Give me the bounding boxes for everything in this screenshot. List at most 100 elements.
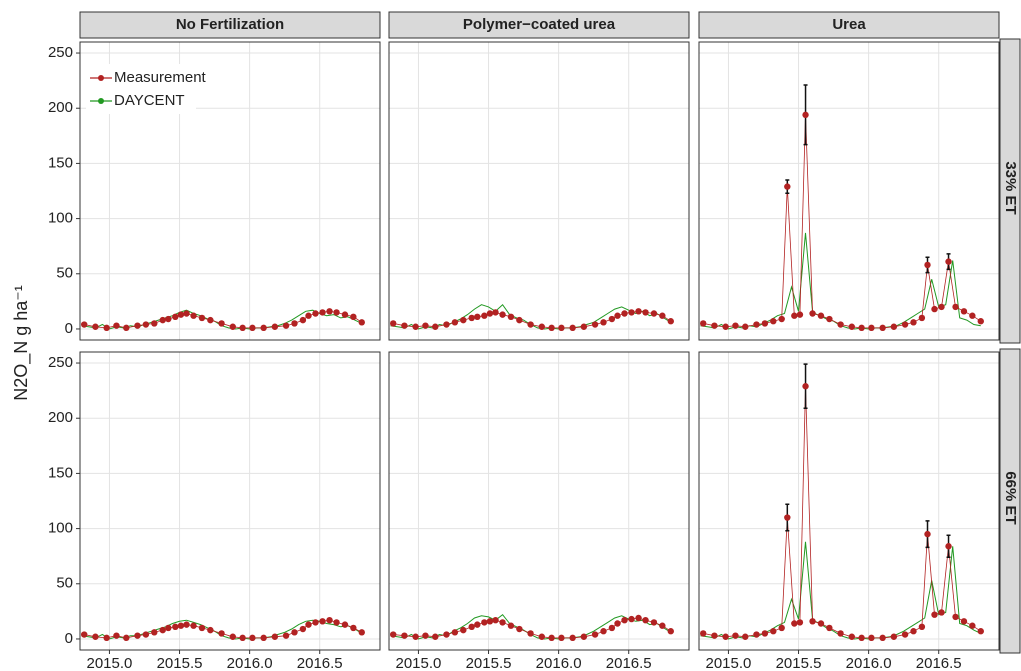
- measurement-point: [558, 324, 565, 332]
- measurement-point: [460, 316, 467, 324]
- measurement-point: [945, 258, 952, 265]
- y-tick-label: 100: [48, 210, 73, 227]
- measurement-point: [527, 321, 534, 328]
- measurement-point: [868, 324, 875, 332]
- measurement-point: [784, 514, 791, 521]
- measurement-point: [151, 629, 158, 636]
- measurement-point: [516, 316, 523, 324]
- measurement-point: [134, 632, 141, 639]
- measurement-point: [326, 617, 333, 624]
- measurement-point: [172, 623, 179, 631]
- measurement-point: [910, 628, 917, 635]
- measurement-point: [580, 323, 588, 330]
- measurement-point: [198, 314, 206, 322]
- measurement-point: [260, 324, 267, 332]
- measurement-point: [299, 316, 307, 324]
- panel-border: [79, 41, 381, 341]
- panel-background: [389, 42, 689, 340]
- legend-point: [98, 98, 104, 104]
- x-tick-label: 2016.0: [846, 655, 892, 671]
- measurement-point: [312, 310, 319, 317]
- measurement-point: [103, 324, 110, 332]
- measurement-point: [507, 313, 515, 321]
- measurement-point: [770, 318, 777, 325]
- measurement-point: [239, 324, 246, 332]
- measurement-point: [333, 309, 340, 316]
- measurement-point: [319, 309, 326, 316]
- measurement-point: [809, 618, 816, 625]
- measurement-point: [614, 312, 621, 319]
- measurement-point: [722, 323, 729, 330]
- measurement-point: [239, 634, 246, 642]
- measurement-point: [422, 632, 429, 639]
- measurement-point: [952, 303, 959, 311]
- measurement-point: [753, 631, 760, 638]
- measurement-point: [177, 311, 185, 318]
- measurement-point: [260, 634, 267, 642]
- measurement-point: [123, 324, 130, 332]
- panel-border: [698, 351, 1000, 651]
- measurement-point: [600, 319, 607, 326]
- panel-border: [388, 41, 690, 341]
- measurement-point: [761, 630, 769, 637]
- measurement-point: [732, 322, 739, 329]
- measurement-point: [249, 634, 256, 642]
- measurement-point: [183, 621, 190, 628]
- measurement-point: [291, 629, 298, 636]
- measurement-point: [778, 315, 785, 323]
- y-tick-label: 50: [56, 265, 73, 282]
- x-tick-label: 2016.5: [606, 655, 652, 671]
- y-tick-label: 250: [48, 354, 73, 371]
- measurement-point: [796, 619, 804, 626]
- measurement-point: [732, 632, 739, 639]
- panel-background: [699, 42, 999, 340]
- measurement-point: [938, 303, 945, 311]
- measurement-point: [608, 624, 616, 632]
- measurement-point: [848, 323, 856, 330]
- measurement-point: [486, 618, 494, 625]
- measurement-point: [960, 308, 968, 315]
- strip-label: 33% ET: [1002, 161, 1019, 214]
- measurement-point: [659, 312, 666, 319]
- measurement-point: [481, 312, 488, 319]
- measurement-point: [190, 622, 197, 629]
- measurement-point: [742, 633, 749, 640]
- x-tick-label: 2015.5: [776, 655, 822, 671]
- measurement-point: [784, 183, 791, 190]
- measurement-point: [451, 319, 459, 326]
- measurement-point: [207, 316, 214, 324]
- measurement-point: [580, 633, 588, 640]
- measurement-point: [499, 311, 506, 318]
- measurement-point: [81, 631, 88, 638]
- strip-label: Urea: [832, 16, 866, 33]
- measurement-point: [468, 314, 475, 322]
- measurement-point: [969, 312, 976, 319]
- measurement-point: [761, 320, 769, 327]
- measurement-point: [826, 315, 833, 323]
- measurement-point: [722, 633, 729, 640]
- measurement-point: [271, 323, 279, 330]
- column-strip: [79, 11, 381, 39]
- row-strip: [999, 38, 1021, 344]
- measurement-point: [890, 323, 898, 330]
- measurement-point: [924, 261, 931, 269]
- measurement-point: [918, 314, 926, 322]
- measurement-point: [918, 623, 926, 631]
- y-tick-label: 200: [48, 409, 73, 426]
- measurement-point: [977, 628, 984, 635]
- measurement-point: [614, 620, 621, 627]
- measurement-point: [945, 543, 952, 550]
- measurement-point: [527, 630, 534, 637]
- measurement-point: [558, 634, 565, 642]
- measurement-point: [92, 323, 99, 330]
- legend-label: DAYCENT: [114, 92, 185, 109]
- measurement-point: [642, 617, 649, 624]
- measurement-point: [305, 312, 312, 319]
- measurement-point: [282, 632, 290, 639]
- measurement-point: [901, 631, 909, 638]
- x-tick-label: 2015.5: [466, 655, 512, 671]
- measurement-point: [92, 633, 99, 640]
- measurement-point: [600, 628, 607, 635]
- measurement-point: [282, 322, 290, 329]
- measurement-point: [443, 631, 450, 638]
